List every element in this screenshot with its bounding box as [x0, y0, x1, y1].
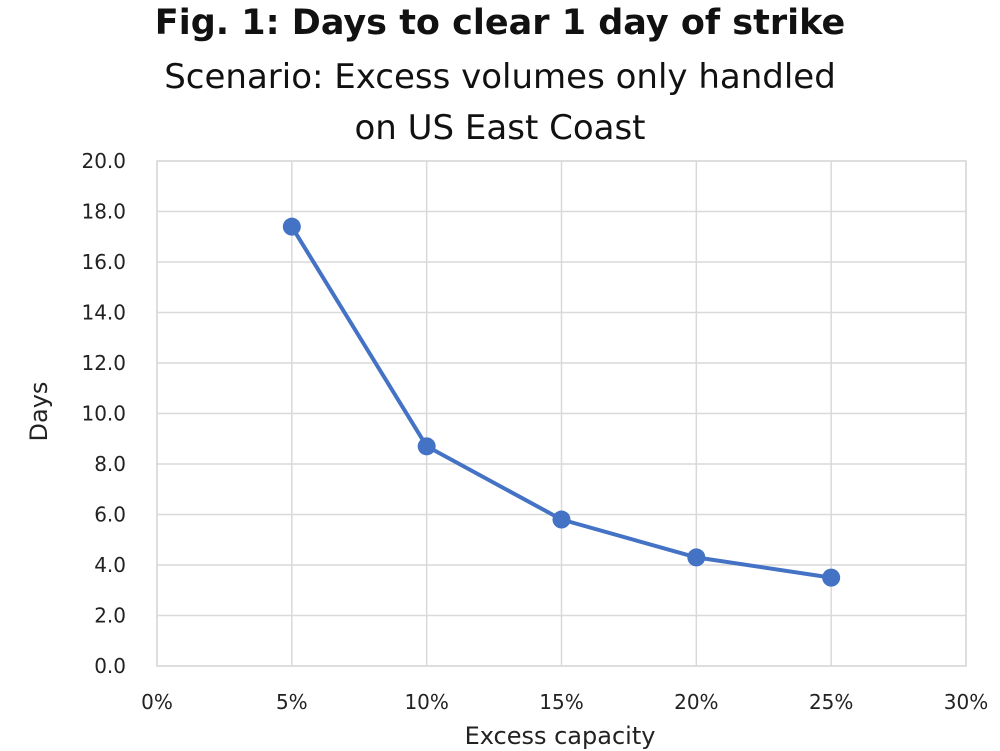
data-point: [552, 510, 571, 529]
y-tick-label: 12.0: [81, 351, 126, 375]
x-tick-label: 15%: [539, 690, 583, 714]
y-tick-label: 20.0: [81, 149, 126, 173]
y-tick-label: 4.0: [94, 553, 126, 577]
x-tick-label: 20%: [674, 690, 718, 714]
x-tick-label: 25%: [809, 690, 853, 714]
y-tick-label: 8.0: [94, 452, 126, 476]
x-tick-label: 5%: [276, 690, 308, 714]
y-tick-label: 10.0: [81, 402, 126, 426]
y-axis-label: Days: [25, 382, 53, 442]
data-point: [687, 548, 706, 567]
y-tick-label: 2.0: [94, 604, 126, 628]
chart-subtitle: Scenario: Excess volumes only handled on…: [0, 52, 1000, 154]
y-tick-label: 0.0: [94, 654, 126, 678]
x-tick-label: 30%: [944, 690, 988, 714]
x-axis-label: Excess capacity: [465, 722, 656, 750]
chart-subtitle-line-1: Scenario: Excess volumes only handled: [164, 57, 836, 97]
chart-title: Fig. 1: Days to clear 1 day of strike: [154, 3, 846, 43]
x-tick-label: 0%: [141, 690, 173, 714]
data-point: [417, 437, 436, 456]
chart-subtitle-line-2: on US East Coast: [354, 108, 646, 148]
data-point: [822, 568, 841, 587]
data-point: [282, 217, 301, 236]
y-tick-label: 6.0: [94, 503, 126, 527]
y-tick-label: 16.0: [81, 250, 126, 274]
y-tick-label: 18.0: [81, 200, 126, 224]
y-tick-label: 14.0: [81, 301, 126, 325]
x-tick-label: 10%: [404, 690, 448, 714]
